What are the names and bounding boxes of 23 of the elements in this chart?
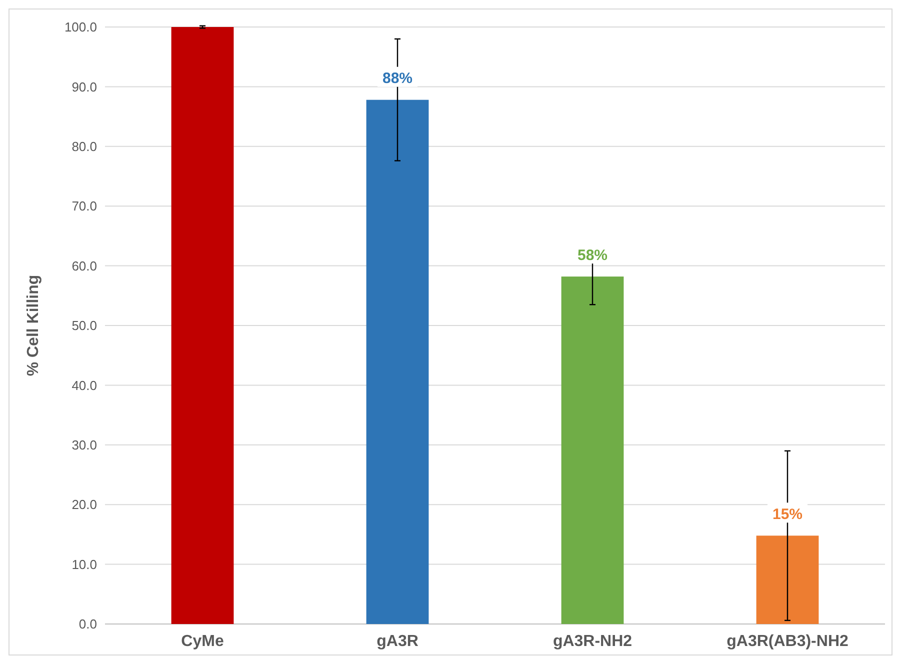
bar bbox=[561, 276, 624, 624]
x-tick-label: gA3R(AB3)-NH2 bbox=[726, 633, 848, 650]
y-tick-label: 30.0 bbox=[72, 437, 97, 452]
y-tick-label: 70.0 bbox=[72, 198, 97, 214]
y-tick-label: 60.0 bbox=[72, 258, 97, 274]
y-tick-label: 90.0 bbox=[72, 79, 97, 94]
y-tick-label: 80.0 bbox=[72, 138, 97, 154]
data-label: 15% bbox=[772, 506, 803, 523]
x-tick-label: CyMe bbox=[181, 633, 224, 650]
y-tick-label: 10.0 bbox=[72, 556, 97, 572]
y-tick-label: 100.0 bbox=[64, 20, 97, 35]
y-axis-title: % Cell Killing bbox=[25, 274, 42, 376]
y-tick-label: 20.0 bbox=[72, 497, 97, 512]
bar bbox=[756, 536, 819, 624]
x-tick-label: gA3R-NH2 bbox=[552, 633, 632, 650]
y-tick-label: 50.0 bbox=[72, 318, 97, 334]
y-tick-label: 40.0 bbox=[72, 378, 97, 393]
data-label: 88% bbox=[382, 70, 413, 88]
y-tick-label: 0.0 bbox=[78, 616, 97, 632]
data-label: 58% bbox=[577, 246, 608, 264]
bar bbox=[366, 100, 429, 624]
bar bbox=[171, 27, 234, 624]
x-tick-label: gA3R bbox=[376, 633, 419, 650]
